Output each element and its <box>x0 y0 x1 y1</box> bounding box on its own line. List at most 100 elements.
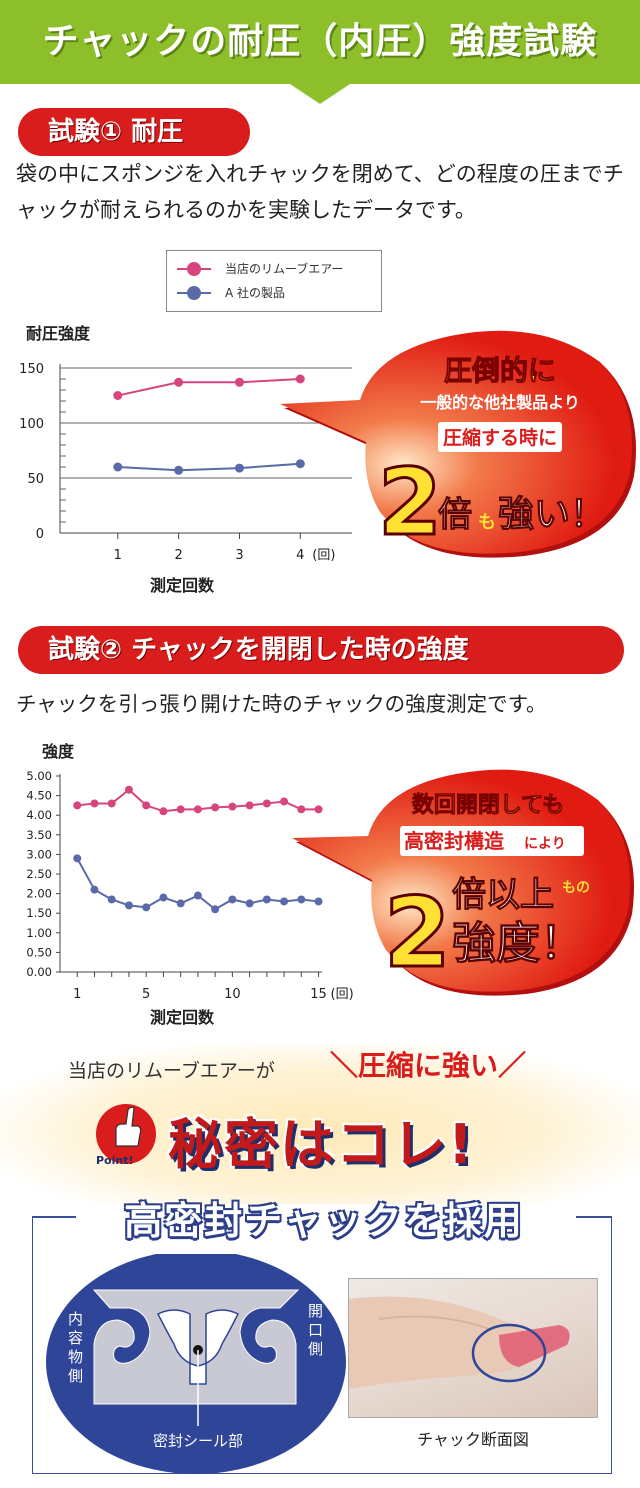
chart2-y-title: 強度 <box>42 742 75 761</box>
secret-slogan: ＼圧縮に強い／ <box>330 1049 527 1082</box>
callout-burst-2: 数回開閉しても 高密封構造 により 2 倍以上 もの 強度！ <box>292 769 634 996</box>
chart2-point <box>262 895 271 904</box>
chart2-y-tick: 2.50 <box>26 867 52 881</box>
callout2-tail1: 倍以上 <box>452 875 554 915</box>
callout1-line1: 圧倒的に <box>444 354 556 387</box>
chart2-point <box>124 901 133 910</box>
chart2-point <box>142 801 151 810</box>
callout2-tail3: 強度！ <box>452 918 584 969</box>
chart2-point <box>159 807 168 816</box>
diagram-label-char: 物 <box>68 1348 83 1366</box>
chart2-point <box>107 895 116 904</box>
chart2-series-line <box>77 788 319 813</box>
chart2-series-line <box>76 857 319 911</box>
test1-heading: 試験① 耐圧 <box>18 108 250 156</box>
legend-label: 当店のリムーブエアー <box>225 262 344 276</box>
chart1-y-tick: 150 <box>19 362 44 377</box>
chart2-point <box>90 885 99 894</box>
photo-caption: チャック断面図 <box>417 1430 529 1449</box>
diagram-label-char: 側 <box>68 1367 83 1385</box>
chart2-point <box>280 797 289 806</box>
chart2-point <box>245 899 254 908</box>
secret-main-title: 秘密はコレ! <box>168 1113 475 1176</box>
chart2-point <box>124 785 133 794</box>
chart2-point <box>73 854 82 863</box>
test2-heading: 試験② チャックを開閉した時の強度 <box>18 626 624 674</box>
chart2-y-tick: 3.00 <box>26 847 52 861</box>
chart2-point <box>159 893 168 902</box>
chart2-point <box>211 803 220 812</box>
chart2-point <box>73 801 82 810</box>
callout1-line3: 圧縮する時に <box>443 426 557 449</box>
chart2-point <box>245 801 254 810</box>
chart2-point <box>211 905 220 914</box>
chart1-series-line <box>117 462 301 472</box>
chart2-y-tick: 5.00 <box>26 769 52 783</box>
chart2-point <box>176 899 185 908</box>
chart1-point <box>234 463 244 473</box>
chart2-y-tick: 4.00 <box>26 808 52 822</box>
test1-description: 袋の中にスポンジを入れチャックを閉めて、どの程度の圧までチャックが耐えられるのか… <box>16 162 624 222</box>
chart2-point <box>228 895 237 904</box>
chart2-y-tick: 4.50 <box>26 789 52 803</box>
feature-title: 高密封チャックを採用 <box>124 1199 524 1243</box>
callout1-big: 2 <box>378 449 442 556</box>
callout1-tail1: 倍 <box>438 495 472 535</box>
chart2-point <box>142 903 151 912</box>
legend-marker-icon <box>187 286 201 300</box>
legend-label: A 社の製品 <box>225 286 286 300</box>
callout2-big: 2 <box>384 877 451 989</box>
callout2-tail2: もの <box>562 880 590 896</box>
chart2-y-tick: 1.50 <box>26 906 52 920</box>
chart1-point <box>113 462 123 472</box>
legend-marker-icon <box>187 262 201 276</box>
diagram-label-char: 内 <box>68 1310 83 1328</box>
frame-top-line-right <box>576 1216 612 1218</box>
chart1-legend: 当店のリムーブエアー A 社の製品 <box>166 250 382 312</box>
chart2-y-tick: 0.00 <box>26 965 52 979</box>
header-banner <box>0 0 640 84</box>
callout2-line2b: により <box>524 836 566 852</box>
chart2-point <box>193 805 202 814</box>
chart2-point <box>228 802 237 811</box>
diagram-label-char: 容 <box>68 1329 83 1347</box>
test2-description: チャックを引っ張り開けた時のチャックの強度測定です。 <box>16 692 547 716</box>
callout2-line1: 数回開閉しても <box>412 792 564 818</box>
chart1-y-title: 耐圧強度 <box>26 324 91 343</box>
svg-text:開口側: 開口側 <box>308 1302 323 1358</box>
pointing-hand-icon: Point! <box>96 1104 156 1167</box>
callout1-tail3: 強い！ <box>498 494 606 535</box>
chart2-y-tick: 3.50 <box>26 828 52 842</box>
finger-zipper-illustration <box>349 1296 570 1389</box>
chart2-point <box>176 805 185 814</box>
chart1-x-tick: 3 <box>235 548 243 563</box>
secret-lead: 当店のリムーブエアーが <box>68 1060 275 1082</box>
chart2-point <box>90 799 99 808</box>
chart1-y-tick: 0 <box>36 527 44 542</box>
chart1-y-tick: 50 <box>27 472 44 487</box>
zipper-photo <box>348 1278 598 1418</box>
chart2-x-tick: 1 <box>73 987 81 1002</box>
chart1-x-title: 測定回数 <box>150 576 215 595</box>
banner-arrow-icon <box>290 84 350 104</box>
feature-frame <box>32 1216 612 1474</box>
chart1-series-line <box>117 378 301 397</box>
chart2-point <box>280 897 289 906</box>
chart1-x-tick: 1 <box>114 548 122 563</box>
chart1-x-tick: 2 <box>174 548 182 563</box>
chart1-point <box>174 465 184 475</box>
chart2-point <box>193 891 202 900</box>
page-title: チャックの耐圧（内圧）強度試験 <box>42 21 598 62</box>
callout2-line2a: 高密封構造 <box>404 829 505 853</box>
chart2-y-tick: 1.00 <box>26 926 52 940</box>
diagram-label-char: 口 <box>308 1321 323 1339</box>
chart2-x-title: 測定回数 <box>150 1008 215 1027</box>
chart1-y-tick: 100 <box>19 417 44 432</box>
chart2-y-tick: 2.00 <box>26 887 52 901</box>
svg-text:内容物側: 内容物側 <box>68 1310 83 1385</box>
chart2-y-tick: 0.50 <box>26 945 52 959</box>
chart1-point <box>113 391 123 400</box>
frame-top-line-left <box>32 1216 76 1218</box>
point-badge-label: Point! <box>96 1154 134 1167</box>
diagram-label-char: 側 <box>308 1340 323 1358</box>
